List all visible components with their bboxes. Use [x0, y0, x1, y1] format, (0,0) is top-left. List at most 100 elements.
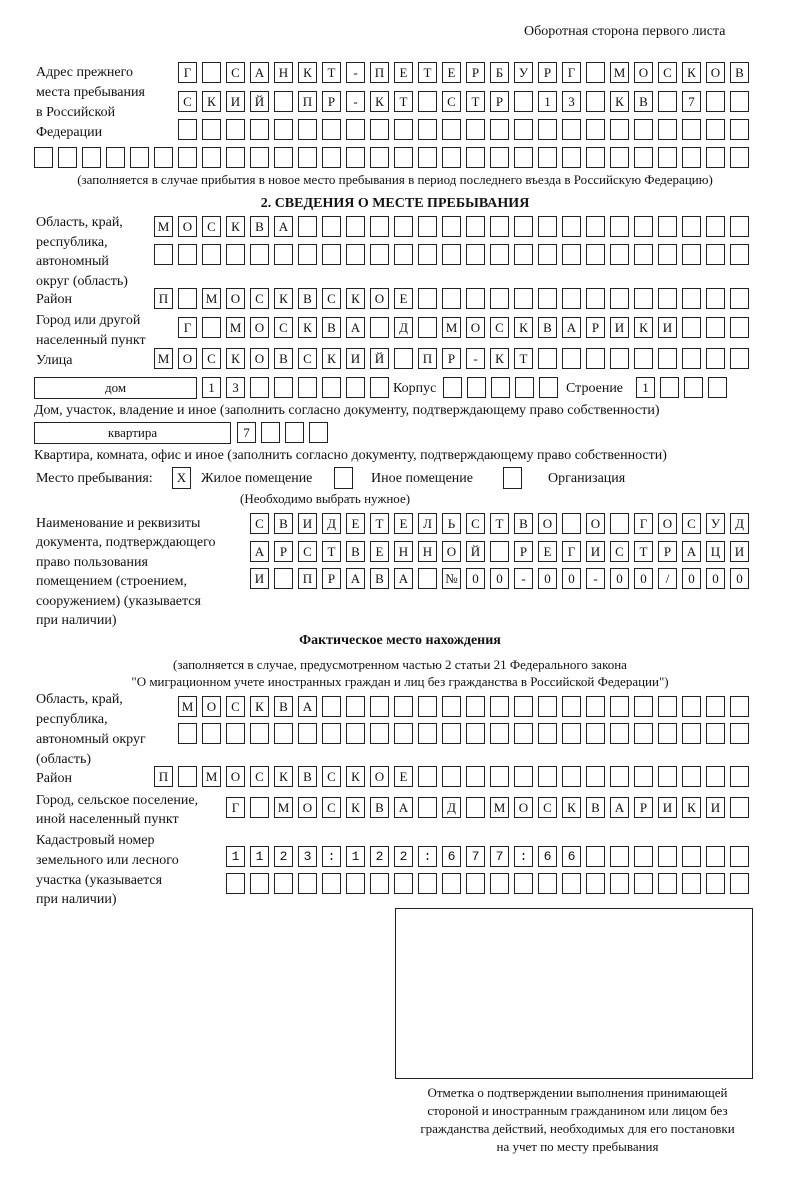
- char-cell[interactable]: К: [250, 696, 269, 717]
- char-cell[interactable]: Е: [394, 766, 413, 787]
- char-cell[interactable]: О: [466, 317, 485, 338]
- char-cell[interactable]: С: [250, 513, 269, 534]
- char-cell[interactable]: [562, 147, 581, 168]
- char-cell[interactable]: [682, 846, 701, 867]
- char-cell[interactable]: К: [226, 348, 245, 369]
- char-cell[interactable]: [634, 766, 653, 787]
- char-cell[interactable]: Е: [346, 513, 365, 534]
- char-cell[interactable]: [539, 377, 558, 398]
- char-cell[interactable]: [586, 696, 605, 717]
- char-cell[interactable]: [322, 846, 341, 867]
- char-cell[interactable]: П: [370, 62, 389, 83]
- char-cell[interactable]: [634, 288, 653, 309]
- char-cell[interactable]: [514, 846, 533, 867]
- char-cell[interactable]: [706, 91, 725, 112]
- char-cell[interactable]: [442, 766, 461, 787]
- char-cell[interactable]: [418, 216, 437, 237]
- char-cell[interactable]: [418, 91, 437, 112]
- char-cell[interactable]: [370, 244, 389, 265]
- char-cell[interactable]: 0: [610, 568, 629, 589]
- char-cell[interactable]: [586, 846, 605, 867]
- char-cell[interactable]: В: [322, 317, 341, 338]
- char-cell[interactable]: [586, 91, 605, 112]
- char-cell[interactable]: К: [298, 317, 317, 338]
- char-cell[interactable]: [490, 766, 509, 787]
- char-cell[interactable]: 1: [202, 377, 221, 398]
- char-cell[interactable]: [418, 147, 437, 168]
- char-cell[interactable]: [538, 216, 557, 237]
- char-cell[interactable]: Д: [730, 513, 749, 534]
- char-cell[interactable]: А: [394, 568, 413, 589]
- char-cell[interactable]: [298, 846, 317, 867]
- char-cell[interactable]: И: [586, 541, 605, 562]
- char-cell[interactable]: [394, 244, 413, 265]
- char-cell[interactable]: [658, 766, 677, 787]
- char-cell[interactable]: [274, 377, 293, 398]
- char-cell[interactable]: С: [658, 62, 677, 83]
- char-cell[interactable]: [418, 723, 437, 744]
- char-cell[interactable]: [202, 317, 221, 338]
- char-cell[interactable]: И: [226, 91, 245, 112]
- char-cell[interactable]: В: [514, 513, 533, 534]
- char-cell[interactable]: А: [250, 541, 269, 562]
- char-cell[interactable]: [226, 147, 245, 168]
- char-cell[interactable]: [490, 873, 509, 894]
- char-cell[interactable]: М: [202, 288, 221, 309]
- char-cell[interactable]: [178, 119, 197, 140]
- char-cell[interactable]: [250, 147, 269, 168]
- char-cell[interactable]: Е: [394, 513, 413, 534]
- char-cell[interactable]: -: [346, 62, 365, 83]
- char-cell[interactable]: Г: [562, 541, 581, 562]
- char-cell[interactable]: [562, 846, 581, 867]
- char-cell[interactable]: [658, 147, 677, 168]
- char-cell[interactable]: [586, 873, 605, 894]
- char-cell[interactable]: 0: [562, 568, 581, 589]
- char-cell[interactable]: -: [346, 91, 365, 112]
- char-cell[interactable]: [514, 119, 533, 140]
- char-cell[interactable]: [370, 696, 389, 717]
- char-cell[interactable]: [154, 244, 173, 265]
- char-cell[interactable]: [538, 244, 557, 265]
- char-cell[interactable]: [490, 147, 509, 168]
- flat-type-field[interactable]: квартира: [34, 422, 231, 444]
- char-cell[interactable]: [562, 216, 581, 237]
- char-cell[interactable]: [322, 147, 341, 168]
- char-cell[interactable]: [202, 244, 221, 265]
- char-cell[interactable]: К: [562, 797, 581, 818]
- char-cell[interactable]: [658, 696, 677, 717]
- char-cell[interactable]: Е: [442, 62, 461, 83]
- char-cell[interactable]: Н: [418, 541, 437, 562]
- char-cell[interactable]: Л: [418, 513, 437, 534]
- char-cell[interactable]: Б: [490, 62, 509, 83]
- char-cell[interactable]: [442, 873, 461, 894]
- char-cell[interactable]: [466, 244, 485, 265]
- char-cell[interactable]: [634, 696, 653, 717]
- char-cell[interactable]: [466, 873, 485, 894]
- char-cell[interactable]: В: [730, 62, 749, 83]
- char-cell[interactable]: [322, 696, 341, 717]
- stay-checkbox-living[interactable]: X: [172, 467, 191, 489]
- char-cell[interactable]: Р: [634, 797, 653, 818]
- char-cell[interactable]: Г: [562, 62, 581, 83]
- char-cell[interactable]: [418, 846, 437, 867]
- char-cell[interactable]: [298, 244, 317, 265]
- char-cell[interactable]: С: [682, 513, 701, 534]
- char-cell[interactable]: [562, 696, 581, 717]
- char-cell[interactable]: [466, 216, 485, 237]
- char-cell[interactable]: П: [154, 288, 173, 309]
- char-cell[interactable]: [706, 147, 725, 168]
- char-cell[interactable]: [658, 244, 677, 265]
- char-cell[interactable]: Т: [394, 91, 413, 112]
- char-cell[interactable]: [706, 317, 725, 338]
- char-cell[interactable]: -: [514, 568, 533, 589]
- char-cell[interactable]: Д: [322, 513, 341, 534]
- char-cell[interactable]: О: [514, 797, 533, 818]
- char-cell[interactable]: 3: [562, 91, 581, 112]
- char-cell[interactable]: [394, 119, 413, 140]
- char-cell[interactable]: А: [346, 568, 365, 589]
- char-cell[interactable]: [514, 244, 533, 265]
- char-cell[interactable]: [538, 119, 557, 140]
- char-cell[interactable]: О: [370, 288, 389, 309]
- char-cell[interactable]: [682, 723, 701, 744]
- char-cell[interactable]: Г: [634, 513, 653, 534]
